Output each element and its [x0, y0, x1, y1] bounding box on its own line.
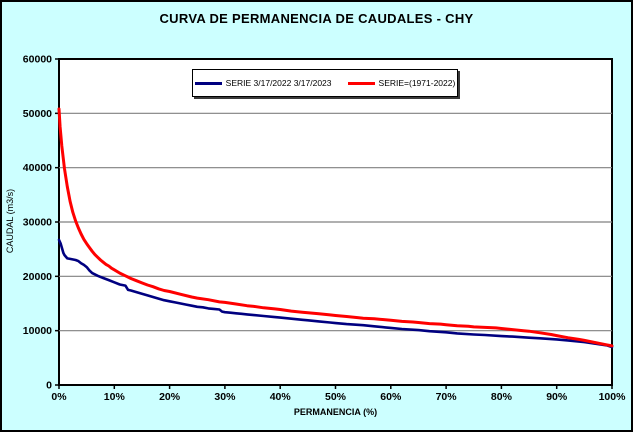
y-axis-title: CAUDAL (m3/s): [5, 188, 15, 254]
y-tick-label: 40000: [23, 162, 52, 174]
x-tick-label: 30%: [214, 391, 236, 403]
series-line: [57, 107, 614, 348]
navy-line-swatch: [194, 81, 222, 85]
legend-label: SERIE=(1971-2022): [378, 78, 456, 88]
x-axis-title: PERMANENCIA (%): [293, 407, 378, 417]
red-line-swatch: [347, 81, 375, 85]
chart-title: CURVA DE PERMANENCIA DE CAUDALES - CHY: [159, 11, 474, 26]
x-tick-label: 50%: [325, 391, 347, 403]
x-tick-label: 40%: [270, 391, 292, 403]
x-tick-label: 100%: [599, 391, 627, 403]
x-tick-label: 70%: [436, 391, 458, 403]
x-tick-label: 20%: [159, 391, 181, 403]
y-tick-label: 20000: [23, 271, 52, 283]
series-line: [57, 238, 614, 349]
y-tick-label: 50000: [23, 108, 52, 120]
x-tick-label: 90%: [546, 391, 568, 403]
legend-entry-serie-1971-2022: SERIE=(1971-2022): [347, 78, 456, 88]
y-tick-label: 60000: [23, 54, 52, 66]
legend-entry-serie-2022-2023: SERIE 3/17/2022 3/17/2023: [194, 78, 332, 88]
x-tick-label: 60%: [380, 391, 402, 403]
y-tick-label: 10000: [23, 325, 52, 337]
legend: SERIE 3/17/2022 3/17/2023 SERIE=(1971-20…: [192, 69, 458, 97]
legend-label: SERIE 3/17/2022 3/17/2023: [225, 78, 332, 88]
x-tick-label: 0%: [51, 391, 67, 403]
y-tick-label: 30000: [23, 217, 52, 229]
x-tick-label: 10%: [104, 391, 126, 403]
y-tick-label: 0: [46, 380, 52, 392]
x-tick-label: 80%: [491, 391, 513, 403]
